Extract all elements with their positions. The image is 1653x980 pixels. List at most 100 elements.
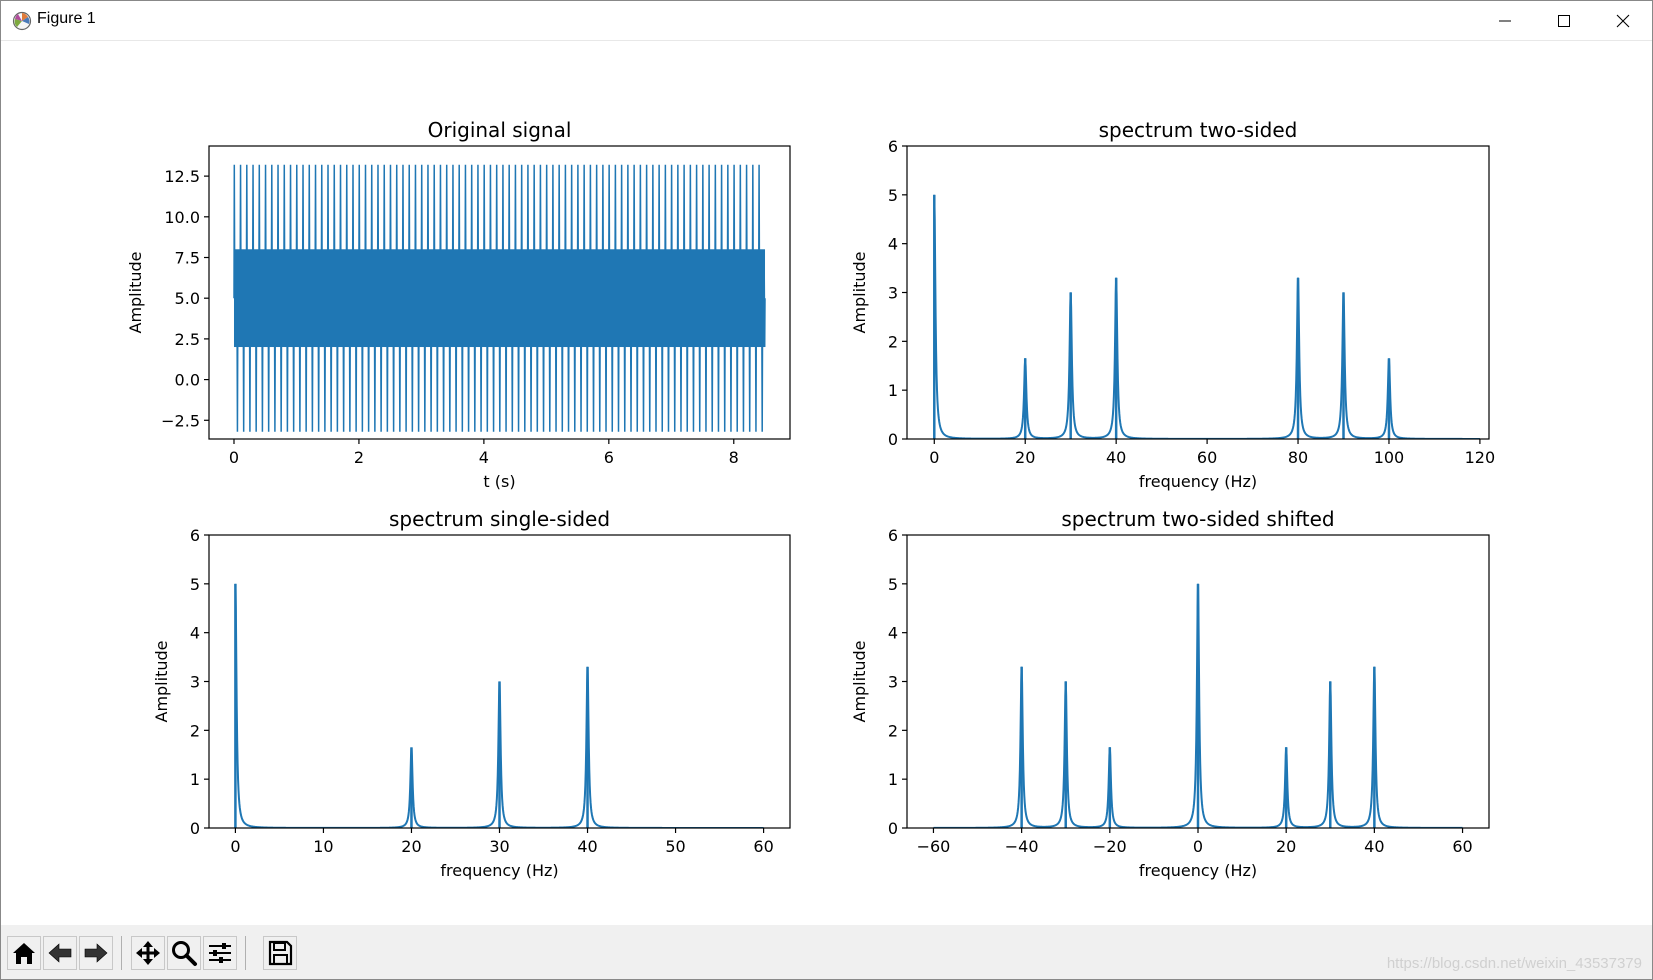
x-tick-label: 120 — [1465, 448, 1496, 467]
close-icon — [1616, 14, 1630, 28]
maximize-icon — [1558, 15, 1570, 27]
x-tick-label: 20 — [401, 837, 421, 856]
y-tick-label: 3 — [190, 673, 200, 692]
x-tick-label: 40 — [577, 837, 597, 856]
save-button[interactable] — [263, 936, 297, 970]
y-axis-label: Amplitude — [126, 252, 145, 334]
configure-subplots-button[interactable] — [203, 936, 237, 970]
x-tick-label: 0 — [230, 837, 240, 856]
arrow-left-icon — [48, 943, 72, 963]
spectrum-line — [933, 194, 1480, 439]
axes-frame — [906, 145, 1490, 440]
y-tick-label: 5 — [888, 575, 898, 594]
y-tick-label: −2.5 — [161, 411, 200, 430]
x-tick-label: 6 — [604, 448, 614, 467]
subplot-1: 0 2 4 6 8 −2.5 0.0 2.5 5.0 7.5 10.0 12.5 Original si… — [126, 118, 791, 491]
x-tick-label: −60 — [917, 837, 951, 856]
y-tick-label: 1 — [888, 381, 898, 400]
y-tick-label: 2 — [888, 721, 898, 740]
subplot-2: 0 20 40 60 80 100 120 0 1 2 3 4 5 6 spectrum two-sided… — [850, 118, 1495, 491]
y-axis-label: Amplitude — [850, 641, 869, 723]
magnifier-icon — [172, 941, 197, 966]
x-axis-label: t (s) — [483, 472, 515, 491]
x-axis-label: frequency (Hz) — [440, 861, 558, 880]
y-tick-label: 0 — [888, 430, 898, 449]
spectrum-line — [933, 583, 1463, 828]
y-tick-label: 3 — [888, 673, 898, 692]
y-tick-label: 1 — [888, 770, 898, 789]
y-tick-label: 4 — [190, 624, 200, 643]
y-tick-label: 6 — [190, 526, 200, 545]
arrow-right-icon — [84, 943, 108, 963]
x-tick-label: 4 — [479, 448, 489, 467]
minimize-button[interactable] — [1476, 1, 1534, 40]
navigation-toolbar: https://blog.csdn.net/weixin_43537379 — [1, 925, 1652, 979]
chart-title: spectrum single-sided — [389, 507, 610, 531]
y-axis-label: Amplitude — [850, 252, 869, 334]
chart-title: spectrum two-sided shifted — [1061, 507, 1334, 531]
y-tick-label: 2 — [888, 332, 898, 351]
y-tick-label: 5.0 — [175, 289, 200, 308]
chart-title: spectrum two-sided — [1099, 118, 1298, 142]
window-titlebar: Figure 1 — [1, 1, 1652, 41]
minimize-icon — [1499, 20, 1511, 22]
pan-button[interactable] — [131, 936, 165, 970]
x-tick-label: 10 — [313, 837, 333, 856]
watermark-text: https://blog.csdn.net/weixin_43537379 — [1386, 955, 1642, 972]
x-tick-label: −20 — [1093, 837, 1127, 856]
x-tick-label: 20 — [1015, 448, 1035, 467]
x-tick-label: 60 — [1197, 448, 1217, 467]
move-icon — [136, 941, 160, 965]
axes-frame — [208, 145, 791, 440]
x-tick-label: −40 — [1005, 837, 1039, 856]
chart-title: Original signal — [428, 118, 572, 142]
y-tick-label: 6 — [888, 526, 898, 545]
x-tick-label: 0 — [1193, 837, 1203, 856]
y-tick-label: 10.0 — [164, 208, 200, 227]
toolbar-separator — [121, 936, 122, 970]
subplot-4: −60 −40 −20 0 20 40 60 0 1 2 3 4 5 6 spectrum two-side… — [850, 507, 1490, 880]
x-tick-label: 2 — [354, 448, 364, 467]
close-button[interactable] — [1594, 1, 1652, 40]
x-axis-label: frequency (Hz) — [1139, 472, 1257, 491]
y-tick-label: 2.5 — [175, 330, 200, 349]
y-tick-label: 7.5 — [175, 249, 200, 268]
x-tick-label: 60 — [1452, 837, 1472, 856]
x-tick-label: 0 — [229, 448, 239, 467]
y-tick-label: 6 — [888, 137, 898, 156]
maximize-button[interactable] — [1535, 1, 1593, 40]
zoom-button[interactable] — [167, 936, 201, 970]
x-tick-label: 8 — [729, 448, 739, 467]
y-tick-label: 0 — [888, 819, 898, 838]
home-button[interactable] — [7, 936, 41, 970]
y-tick-label: 1 — [190, 770, 200, 789]
y-tick-label: 5 — [888, 186, 898, 205]
subplot-3: 0 10 20 30 40 50 60 0 1 2 3 4 5 6 spectrum single-side… — [152, 507, 791, 880]
x-tick-label: 30 — [489, 837, 509, 856]
y-tick-label: 5 — [190, 575, 200, 594]
back-button[interactable] — [43, 936, 77, 970]
x-axis-label: frequency (Hz) — [1139, 861, 1257, 880]
x-tick-label: 80 — [1288, 448, 1308, 467]
y-tick-label: 0 — [190, 819, 200, 838]
floppy-disk-icon — [268, 940, 293, 966]
x-tick-label: 100 — [1374, 448, 1405, 467]
y-axis-label: Amplitude — [152, 641, 171, 723]
x-tick-label: 50 — [665, 837, 685, 856]
matplotlib-logo-icon — [12, 11, 32, 31]
x-tick-label: 40 — [1364, 837, 1384, 856]
figure-canvas[interactable]: 0 2 4 6 8 −2.5 0.0 2.5 5.0 7.5 10.0 12.5 Original si… — [1, 41, 1652, 925]
x-tick-label: 0 — [929, 448, 939, 467]
y-tick-label: 2 — [190, 721, 200, 740]
signal-dense-band — [233, 249, 766, 348]
sliders-icon — [209, 943, 231, 963]
y-tick-label: 4 — [888, 235, 898, 254]
x-tick-label: 20 — [1276, 837, 1296, 856]
home-icon — [13, 943, 35, 964]
x-tick-label: 60 — [753, 837, 773, 856]
y-tick-label: 12.5 — [164, 167, 200, 186]
toolbar-separator — [245, 936, 246, 970]
forward-button[interactable] — [79, 936, 113, 970]
window-title: Figure 1 — [37, 10, 96, 27]
y-tick-label: 0.0 — [175, 371, 200, 390]
